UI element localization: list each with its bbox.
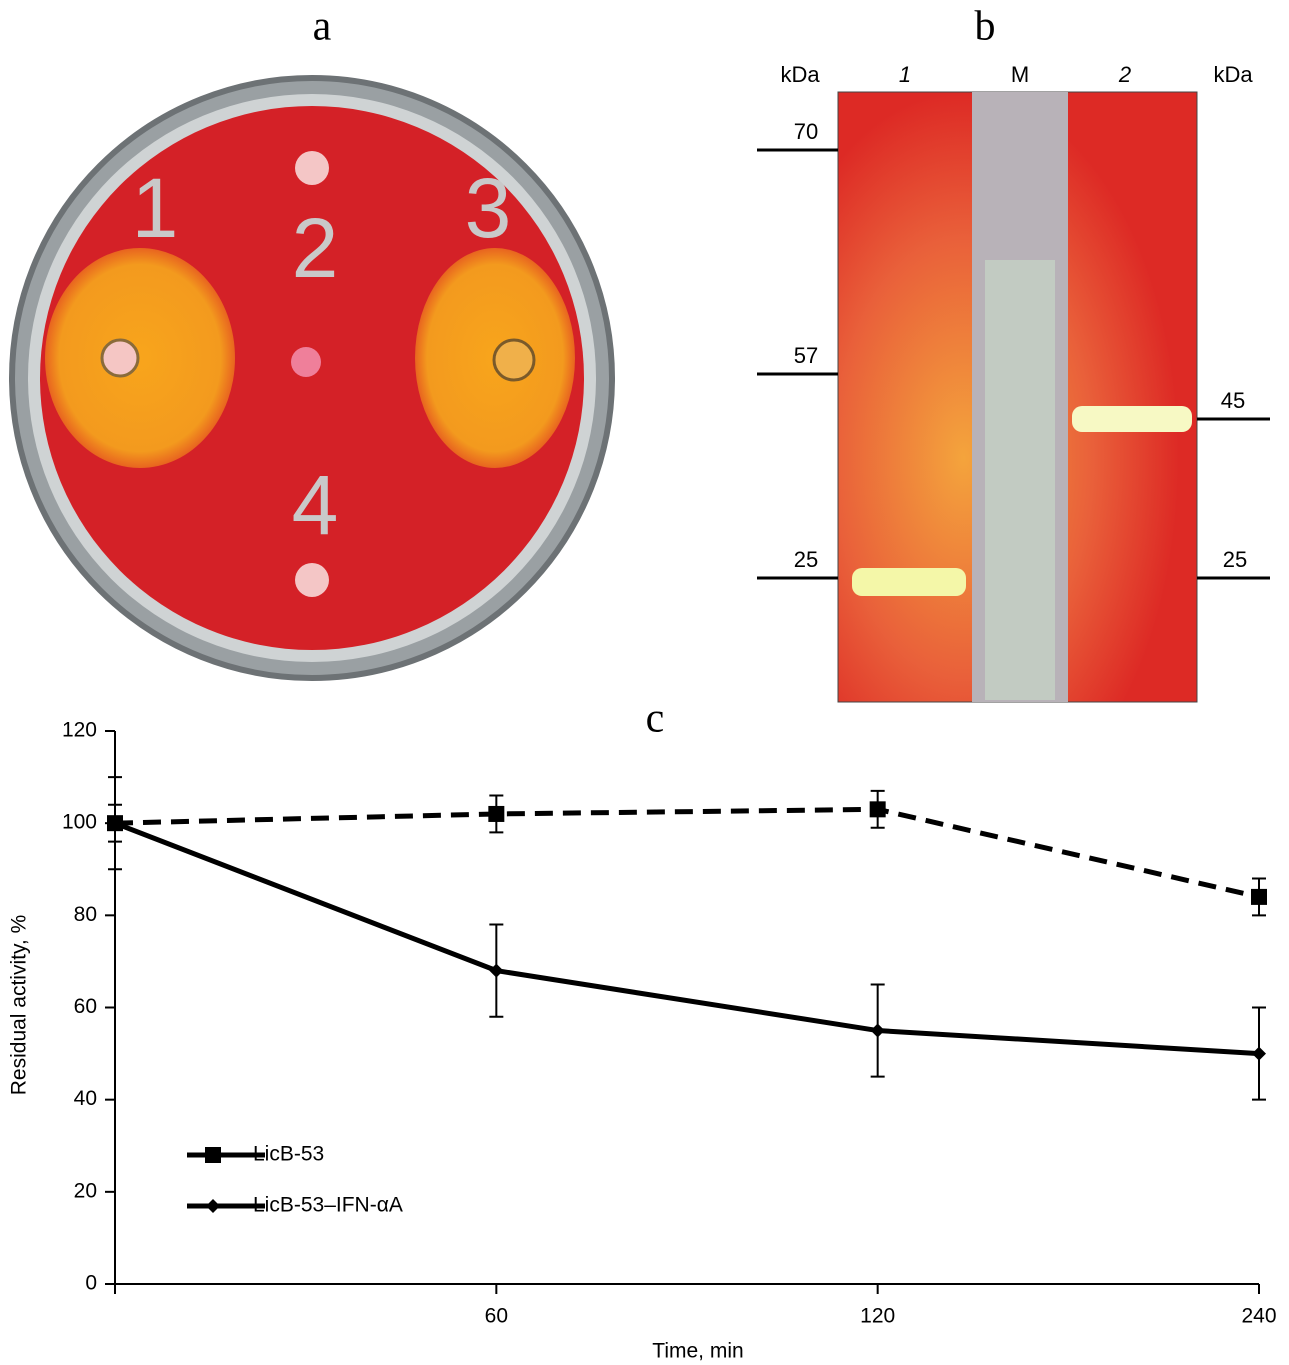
marker [1251,888,1267,905]
marker [206,1199,220,1213]
legend-label: LicB-53 [253,1143,324,1166]
marker [108,816,122,831]
well [100,338,140,378]
y-tick-label: 100 [62,811,97,834]
well [295,151,329,185]
y-tick-label: 60 [74,995,97,1018]
halo [45,248,235,468]
well-label: 3 [465,161,512,255]
series-line [114,820,1260,1057]
x-tick-label: 120 [860,1305,895,1328]
x-tick-label: 240 [1241,1305,1276,1328]
unit-label: kDa [780,62,820,87]
band [1072,406,1192,432]
y-tick-label: 0 [85,1272,97,1295]
panel-label: b [975,4,996,50]
marker [1252,1046,1266,1061]
x-tick-label: 60 [485,1305,508,1328]
series-line [114,806,1260,900]
y-tick-label: 80 [74,903,97,926]
marker-label: 70 [794,119,818,144]
chart-title: c [646,696,665,742]
marker-lane-glow [985,260,1055,700]
y-tick-label: 40 [74,1087,97,1110]
y-tick-label: 20 [74,1179,97,1202]
well [295,563,329,597]
x-axis-label: Time, min [652,1340,743,1363]
marker [205,1147,221,1163]
marker [870,1023,885,1038]
marker [869,801,886,818]
well-label: 1 [132,161,179,255]
legend-label: LicB-53–IFN-αA [253,1194,403,1217]
marker-label: 25 [1223,547,1247,572]
dish-medium [40,106,584,650]
panel-label: a [313,4,332,50]
well [492,338,536,382]
band [852,568,966,596]
marker [488,805,505,822]
y-tick-label: 120 [62,719,97,742]
marker-label: 45 [1221,388,1245,413]
lane-label: 2 [1118,62,1131,87]
well-label: 2 [292,201,339,295]
well-label: 4 [292,458,339,552]
lane-label: M [1011,62,1029,87]
marker-label: 25 [794,547,818,572]
lane-label: 1 [899,62,911,87]
unit-label: kDa [1213,62,1253,87]
marker [489,963,504,978]
marker-label: 57 [794,343,818,368]
marker-lines [757,148,1270,580]
well [291,347,321,377]
y-axis-label: Residual activity, % [8,915,31,1096]
